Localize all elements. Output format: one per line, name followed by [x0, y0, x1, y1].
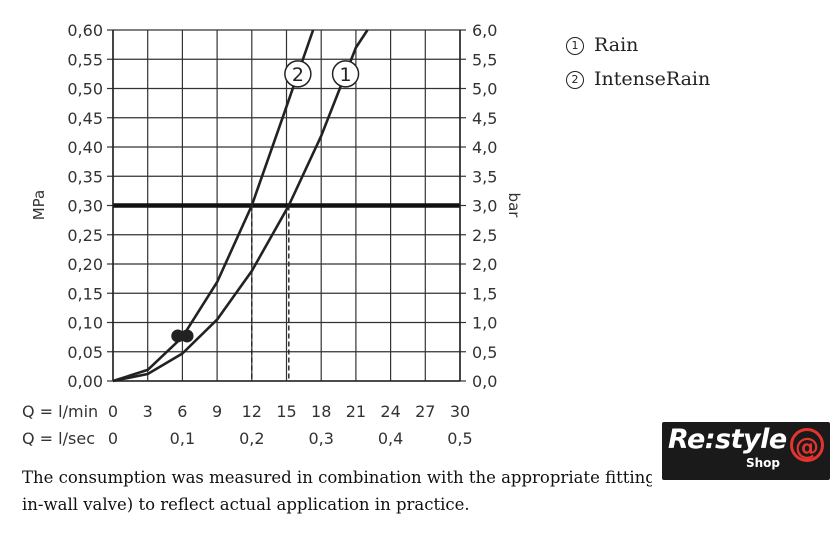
y-axis-title-right: bar [505, 193, 523, 219]
y-tick-label-bar: 2,0 [472, 255, 497, 274]
x-tick-label-lmin: 6 [177, 402, 187, 421]
logo-at-icon: @ [790, 428, 824, 462]
series-marker-circle [331, 60, 360, 88]
operating-point-dot [171, 329, 185, 343]
x-tick-label-lsec: 0,2 [239, 429, 264, 448]
x-tick-label-lmin: 24 [380, 402, 400, 421]
y-tick-label-bar: 2,5 [472, 226, 497, 245]
y-tick-label-mpa: 0,50 [67, 80, 103, 99]
x-axis-title-lsec: Q = l/sec [22, 429, 95, 448]
y-axis-title-left: MPa [30, 190, 48, 221]
x-tick-label-lsec: 0,5 [447, 429, 472, 448]
y-tick-label-mpa: 0,25 [67, 226, 103, 245]
logo-brand-text: Re:style [668, 424, 787, 455]
y-tick-label-mpa: 0,55 [67, 50, 103, 69]
legend-badge: 2 [566, 71, 584, 89]
series-marker-label: 1 [340, 64, 352, 86]
y-tick-label-bar: 3,5 [472, 167, 497, 186]
y-tick-label-mpa: 0,45 [67, 109, 103, 128]
y-tick-label-bar: 6,0 [472, 21, 497, 40]
y-tick-label-bar: 0,0 [472, 372, 497, 391]
legend-badge: 1 [566, 37, 584, 55]
x-tick-label-lmin: 3 [143, 402, 153, 421]
x-tick-label-lsec: 0,3 [308, 429, 333, 448]
y-tick-label-bar: 1,5 [472, 284, 497, 303]
series-curve-2 [112, 29, 315, 383]
x-tick-label-lsec: 0,4 [378, 429, 403, 448]
y-tick-label-bar: 4,0 [472, 138, 497, 157]
x-axis-title-lmin: Q = l/min [22, 402, 98, 421]
y-tick-label-mpa: 0,15 [67, 284, 103, 303]
x-tick-label-lmin: 12 [242, 402, 262, 421]
y-tick-label-mpa: 0,35 [67, 167, 103, 186]
series-marker-label: 2 [292, 64, 304, 86]
x-tick-label-lmin: 30 [450, 402, 470, 421]
y-tick-label-bar: 5,5 [472, 50, 497, 69]
y-tick-label-mpa: 0,30 [67, 197, 103, 216]
y-tick-label-mpa: 0,40 [67, 138, 103, 157]
note-line-2: in-wall valve) to reflect actual applica… [22, 495, 470, 514]
legend-label: IntenseRain [594, 68, 711, 90]
y-tick-label-bar: 1,0 [472, 314, 497, 333]
restyle-shop-logo: Re:style Shop @ [662, 422, 830, 480]
x-tick-label-lmin: 9 [212, 402, 222, 421]
y-tick-label-mpa: 0,10 [67, 314, 103, 333]
logo-shop-text: Shop [746, 456, 781, 470]
y-tick-label-bar: 5,0 [472, 80, 497, 99]
y-tick-label-mpa: 0,20 [67, 255, 103, 274]
y-tick-label-bar: 4,5 [472, 109, 497, 128]
x-tick-label-lmin: 27 [415, 402, 435, 421]
legend: 1 Rain 2 IntenseRain [566, 28, 710, 96]
note-line-1: The consumption was measured in combinat… [22, 468, 652, 487]
x-tick-label-lmin: 15 [276, 402, 296, 421]
tick-labels: 0 3 6 9 12 15 18 21 24 27 300,00 0,00,05 0,50,10 1,00… [22, 21, 523, 448]
x-tick-label-lsec: 0 [108, 429, 118, 448]
reference-line-group [113, 203, 460, 381]
legend-item-intenserain: 2 IntenseRain [566, 62, 710, 96]
legend-label: Rain [594, 34, 639, 56]
y-tick-label-bar: 0,5 [472, 343, 497, 362]
consumption-note: The consumption was measured in combinat… [22, 464, 652, 524]
x-tick-label-lmin: 0 [108, 402, 118, 421]
series-markers: 12 [171, 60, 360, 343]
y-tick-label-bar: 3,0 [472, 197, 497, 216]
x-tick-label-lmin: 18 [311, 402, 331, 421]
operating-point-dot [180, 329, 194, 343]
legend-item-rain: 1 Rain [566, 28, 710, 62]
x-tick-label-lmin: 21 [346, 402, 366, 421]
series-marker-circle [284, 60, 312, 88]
x-tick-label-lsec: 0,1 [170, 429, 195, 448]
chart-axes [107, 29, 466, 382]
y-tick-label-mpa: 0,60 [67, 21, 103, 40]
y-tick-label-mpa: 0,05 [67, 343, 103, 362]
y-tick-label-mpa: 0,00 [67, 372, 103, 391]
